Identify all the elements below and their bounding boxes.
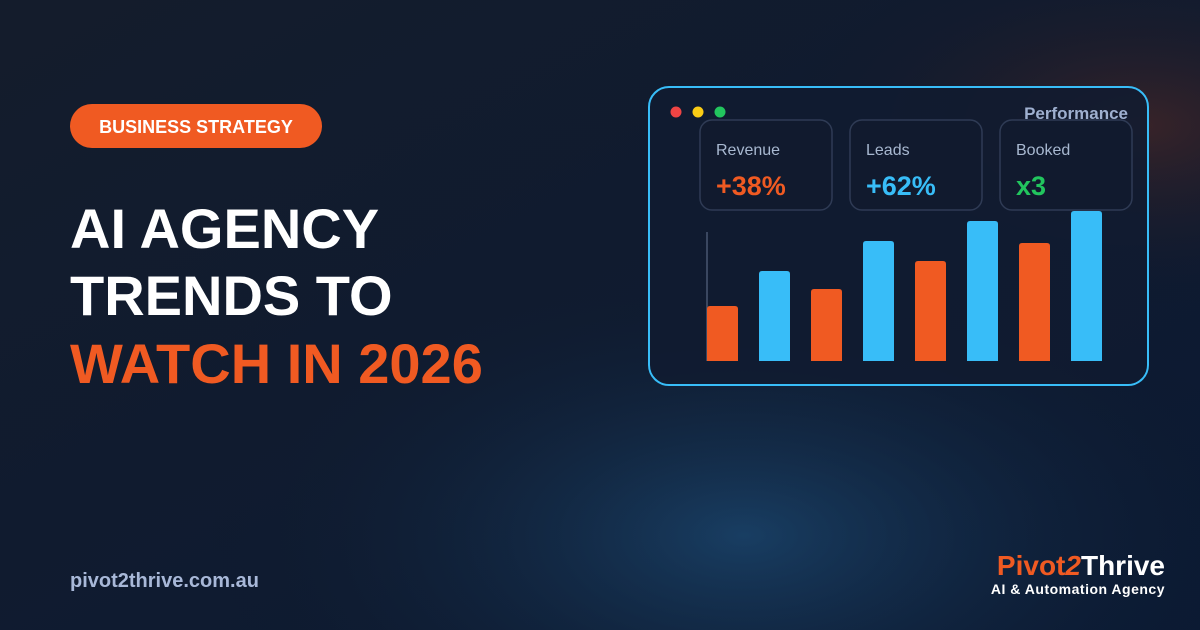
logo-tagline: AI & Automation Agency <box>991 581 1165 597</box>
kpi-label: Leads <box>866 142 910 159</box>
kpi-label: Revenue <box>716 142 780 159</box>
badge-text: BUSINESS STRATEGY <box>99 117 293 137</box>
title-line: WATCH IN 2026 <box>70 332 483 395</box>
logo: Pivot2Thrive <box>997 550 1165 581</box>
kpi-label: Booked <box>1016 142 1070 159</box>
kpi-value: +38% <box>716 171 786 201</box>
bar <box>707 306 738 361</box>
window-dot <box>692 106 704 118</box>
kpi-card <box>849 119 983 211</box>
bar <box>863 241 894 361</box>
title-line: AI AGENCY <box>70 197 379 260</box>
logo-part: Thrive <box>1081 550 1165 581</box>
bar <box>811 289 842 361</box>
url: pivot2thrive.com.au <box>70 570 259 592</box>
bar <box>967 221 998 361</box>
logo-part: 2 <box>1064 550 1081 581</box>
dashboard: Performance Revenue +38% Leads +62% Booked x3 <box>648 86 1149 386</box>
bar <box>1071 211 1102 361</box>
bar <box>1019 243 1050 361</box>
title-line: TRENDS TO <box>70 264 393 327</box>
kpi-value: x3 <box>1016 171 1046 201</box>
bar-chart <box>707 211 1102 361</box>
dashboard-title: Performance <box>1024 104 1128 123</box>
logo-part: Pivot <box>997 550 1065 581</box>
kpi-card <box>999 119 1133 211</box>
badge <box>70 104 322 148</box>
kpi-card <box>699 119 833 211</box>
bar <box>915 261 946 361</box>
window-dot <box>714 106 726 118</box>
kpi-value: +62% <box>866 171 936 201</box>
bar <box>759 271 790 361</box>
kpi-cards: Revenue +38% Leads +62% Booked x3 <box>699 119 1133 211</box>
window-dot <box>670 106 682 118</box>
